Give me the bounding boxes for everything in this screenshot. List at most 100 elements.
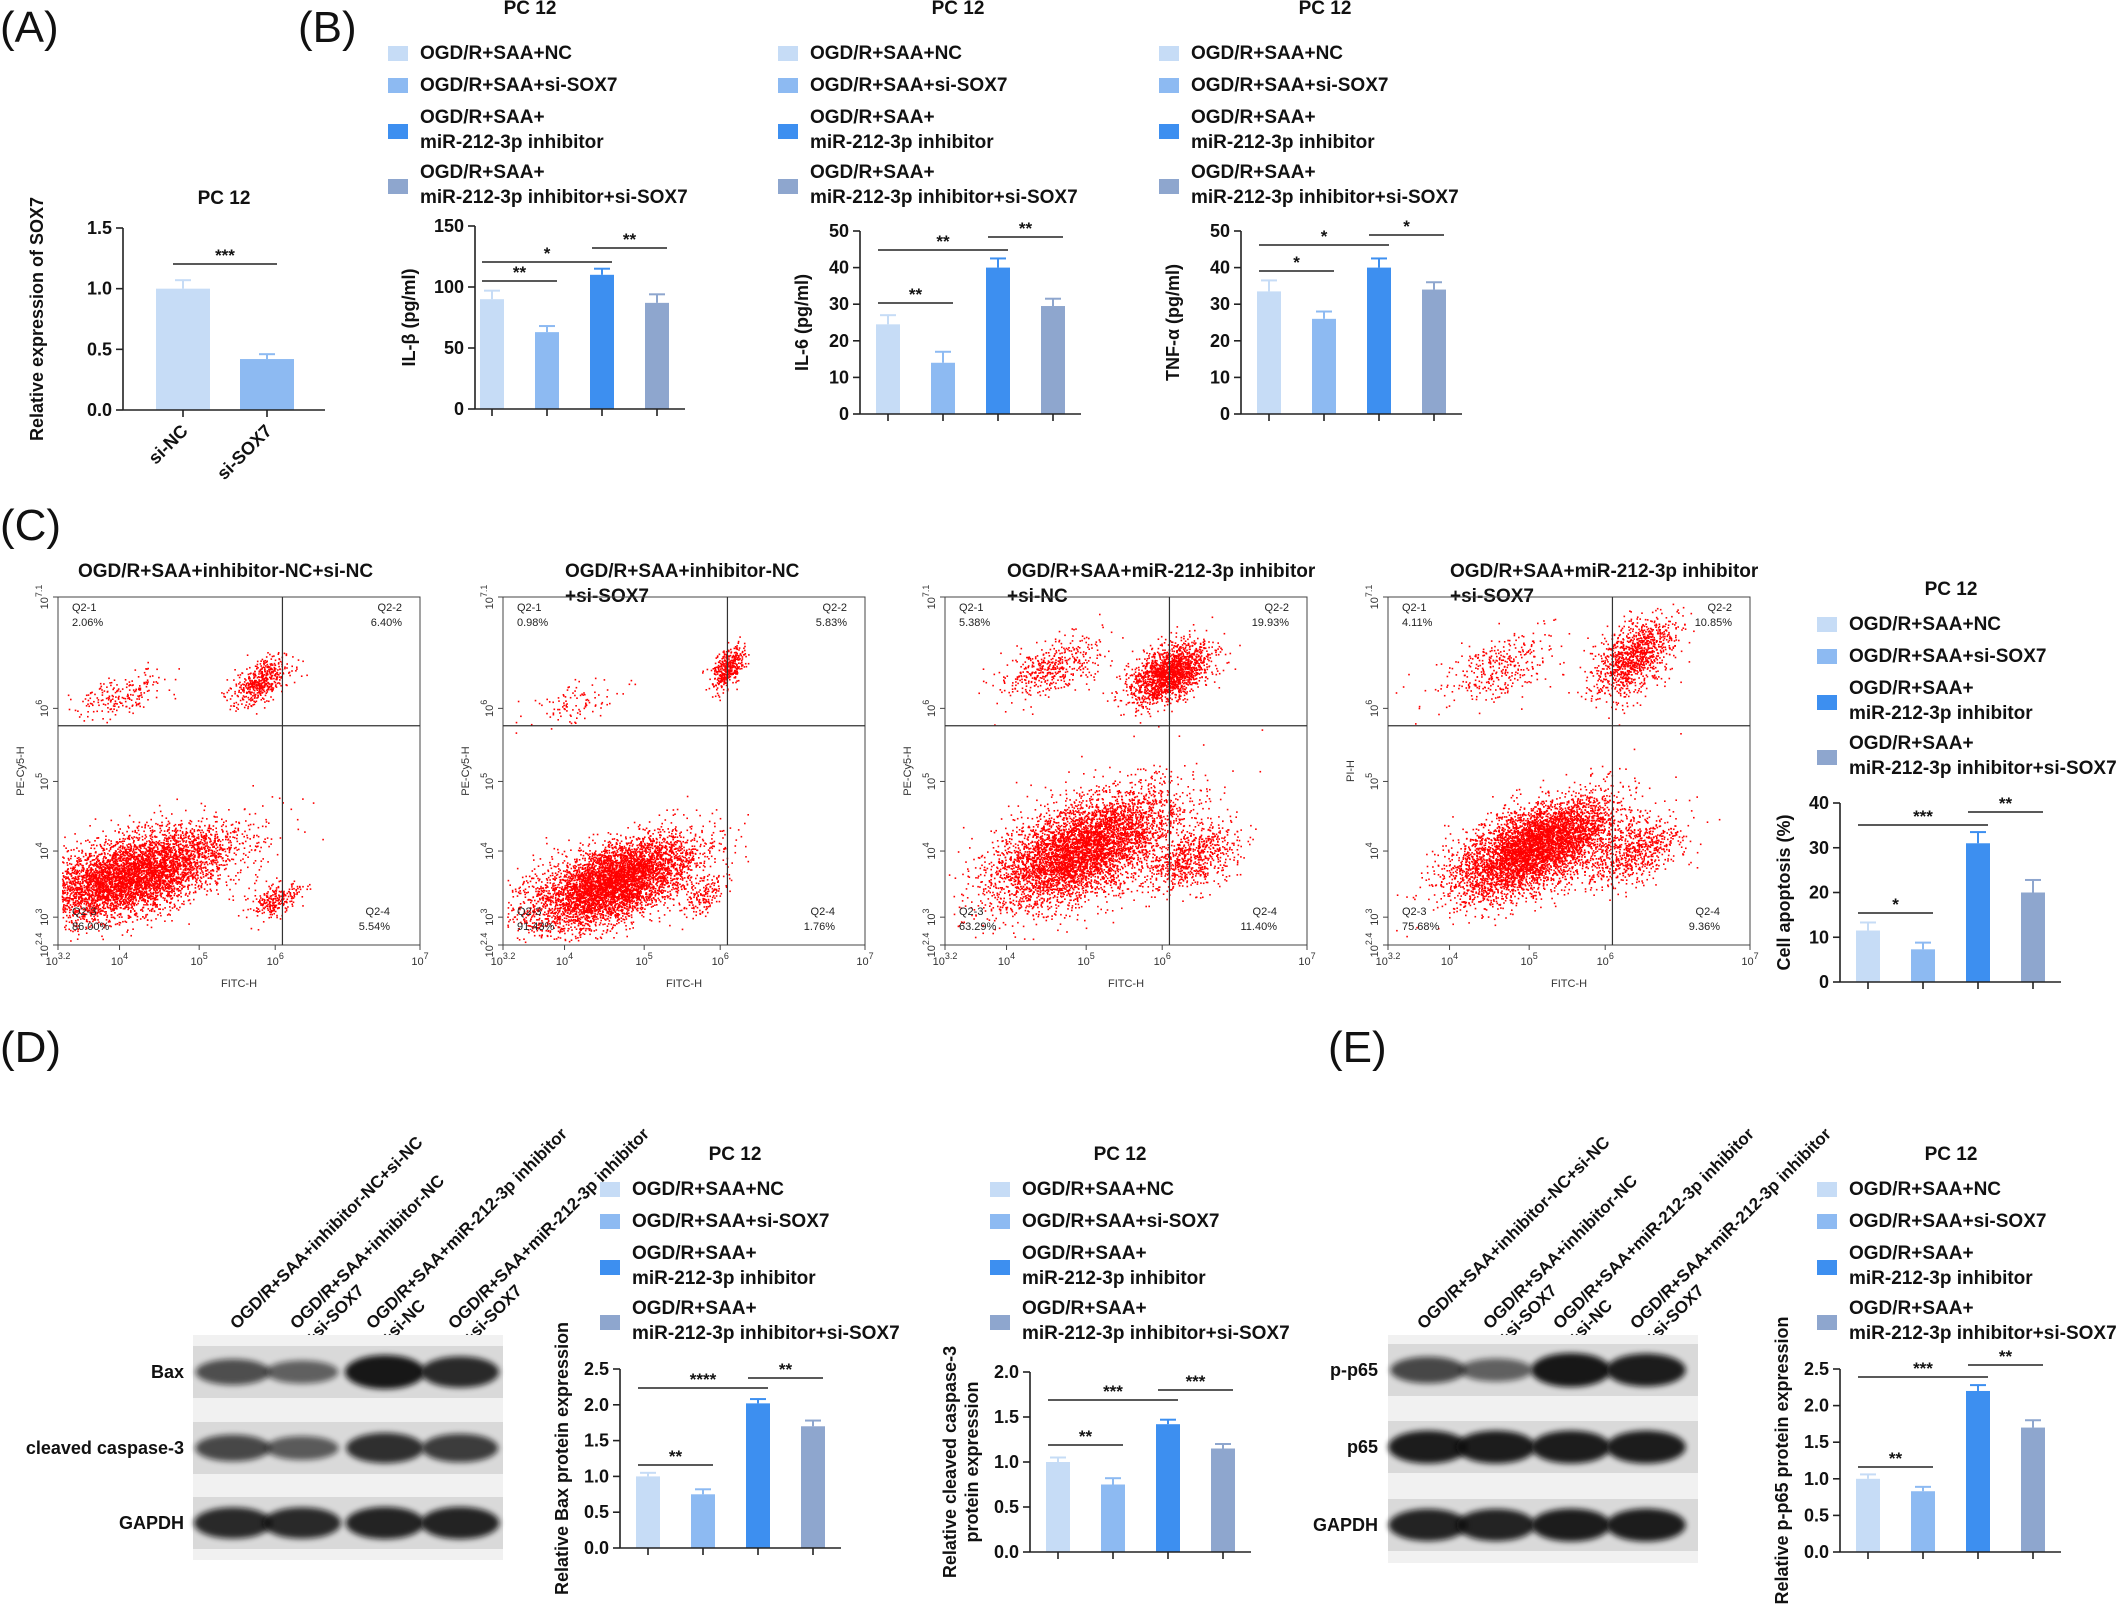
legend-label: OGD/R+SAA+NC (632, 1179, 784, 1200)
y-tick-label: 107.1 (1364, 585, 1381, 610)
legend-label: miR-212-3p inhibitor+si-SOX7 (1849, 758, 2117, 779)
y-tick-label: 0 (1220, 404, 1230, 424)
legend-label: miR-212-3p inhibitor (420, 132, 604, 153)
legend-label: OGD/R+SAA+ (1849, 678, 1974, 699)
legend-label: OGD/R+SAA+ (1849, 1298, 1974, 1319)
legend-swatch (1159, 179, 1179, 194)
y-tick-label: 0.0 (87, 400, 112, 420)
x-tick-label: 106 (1154, 951, 1171, 968)
y-tick-label: 0.5 (584, 1502, 609, 1522)
y-tick-label: 0.5 (994, 1497, 1019, 1517)
y-axis-label: Relative expression of SOX7 (27, 197, 47, 441)
y-tick-label: 40 (1809, 793, 1829, 813)
band-label: cleaved caspase-3 (26, 1438, 184, 1458)
significance-label: ** (1019, 219, 1033, 238)
y-tick-label: 2.0 (994, 1362, 1019, 1382)
x-tick-label: 107 (1298, 951, 1315, 968)
y-tick-label: 104 (921, 842, 938, 859)
significance-label: *** (1186, 1372, 1206, 1391)
legend-swatch (1817, 649, 1837, 664)
x-tick-label: 103.2 (1376, 951, 1401, 968)
band (195, 1359, 271, 1385)
significance-label: *** (1103, 1382, 1123, 1401)
legend-label: OGD/R+SAA+si-SOX7 (1022, 1211, 1219, 1232)
flow-title-line: OGD/R+SAA+inhibitor-NC (565, 561, 800, 582)
bar (535, 332, 559, 409)
y-tick-label: 0.5 (1804, 1505, 1829, 1525)
legend-label: miR-212-3p inhibitor+si-SOX7 (1849, 1323, 2117, 1344)
y-tick-label: 1.5 (994, 1407, 1019, 1427)
band (346, 1432, 424, 1464)
y-tick-label: 107.1 (479, 585, 496, 610)
bar (1856, 1478, 1880, 1552)
bar (2021, 1427, 2045, 1552)
E1-legend: OGD/R+SAA+NC OGD/R+SAA+si-SOX7 OGD/R+SAA+ m… (1817, 1179, 2117, 1344)
significance-label: ** (1079, 1427, 1093, 1446)
y-tick-label: 106 (479, 700, 496, 717)
legend-label: OGD/R+SAA+si-SOX7 (1849, 1211, 2046, 1232)
y-tick-label: 105 (1364, 773, 1381, 790)
bar (1101, 1484, 1125, 1552)
significance-label: ** (909, 285, 923, 304)
bar (1156, 1424, 1180, 1552)
B1-legend: OGD/R+SAA+NC OGD/R+SAA+si-SOX7 OGD/R+SAA+ m… (388, 43, 688, 208)
chart-B2: 0 10 20 30 40 50 IL-6 (pg/ml) ** ** ** (792, 219, 1081, 424)
chart-title: PC 12 (709, 1144, 762, 1165)
y-tick-label: 2.0 (584, 1395, 609, 1415)
x-tick-label: 104 (998, 951, 1015, 968)
y-tick-label: 1.0 (87, 279, 112, 299)
chart-title: PC 12 (1094, 1144, 1147, 1165)
y-tick-label: 106 (34, 700, 51, 717)
quadrant-name: Q2-4 (1253, 906, 1277, 918)
legend-swatch (990, 1315, 1010, 1330)
legend-label: OGD/R+SAA+ (632, 1243, 757, 1264)
legend-swatch (1817, 617, 1837, 632)
significance-label: ** (513, 263, 527, 282)
legend-label: OGD/R+SAA+ (810, 107, 935, 128)
quadrant-value: 0.98% (517, 617, 548, 629)
band (1390, 1356, 1466, 1384)
chart-title: PC 12 (932, 0, 985, 19)
significance-label: **** (690, 1370, 717, 1389)
y-tick-label: 107.1 (921, 585, 938, 610)
legend-swatch (1159, 46, 1179, 61)
band (345, 1506, 425, 1540)
legend-swatch (1817, 750, 1837, 765)
bar (1211, 1448, 1235, 1552)
flow-dots (1395, 603, 1721, 938)
band (262, 1507, 342, 1539)
bar (1966, 1390, 1990, 1552)
y-tick-label: 104 (479, 842, 496, 859)
y-tick-label: 0.0 (994, 1542, 1019, 1562)
significance-label: ** (779, 1360, 793, 1379)
chart-E1: 0.0 0.5 1.0 1.5 2.0 2.5 Relative p-p65 protein… (1772, 1316, 2061, 1605)
x-tick-label: 103.2 (933, 951, 958, 968)
legend-swatch (990, 1214, 1010, 1229)
x-tick-label: si-NC (144, 421, 191, 468)
y-axis-label: Relative p-p65 protein expression (1772, 1316, 1792, 1604)
band (1456, 1508, 1536, 1542)
x-axis-label: FITC-H (1551, 978, 1587, 990)
panel-letter-A: (A) (0, 3, 59, 52)
y-tick-label: 2.5 (1804, 1359, 1829, 1379)
legend-swatch (778, 179, 798, 194)
flow-frame (57, 596, 421, 946)
y-tick-label: 105 (479, 773, 496, 790)
y-axis-label-line: Relative p-p65 protein expression (1772, 1316, 1792, 1604)
quadrant-name: Q2-2 (1265, 602, 1289, 614)
y-tick-label: 20 (1210, 331, 1230, 351)
x-tick-label: 103.2 (46, 951, 71, 968)
bar (636, 1476, 660, 1548)
bar (2021, 892, 2045, 982)
band (1388, 1508, 1468, 1542)
y-axis-label-line: Relative cleaved caspase-3 (940, 1346, 960, 1578)
y-tick-label: 50 (444, 338, 464, 358)
quadrant-value: 11.40% (1241, 921, 1278, 933)
y-tick-label: 150 (434, 216, 464, 236)
y-axis-label-line: Relative Bax protein expression (552, 1322, 572, 1595)
legend-label: OGD/R+SAA+NC (1022, 1179, 1174, 1200)
y-tick-label: 30 (1809, 838, 1829, 858)
y-axis-label: Relative cleaved caspase-3 protein expres… (940, 1346, 982, 1578)
y-tick-label: 102.4 (34, 933, 51, 958)
legend-swatch (388, 179, 408, 194)
